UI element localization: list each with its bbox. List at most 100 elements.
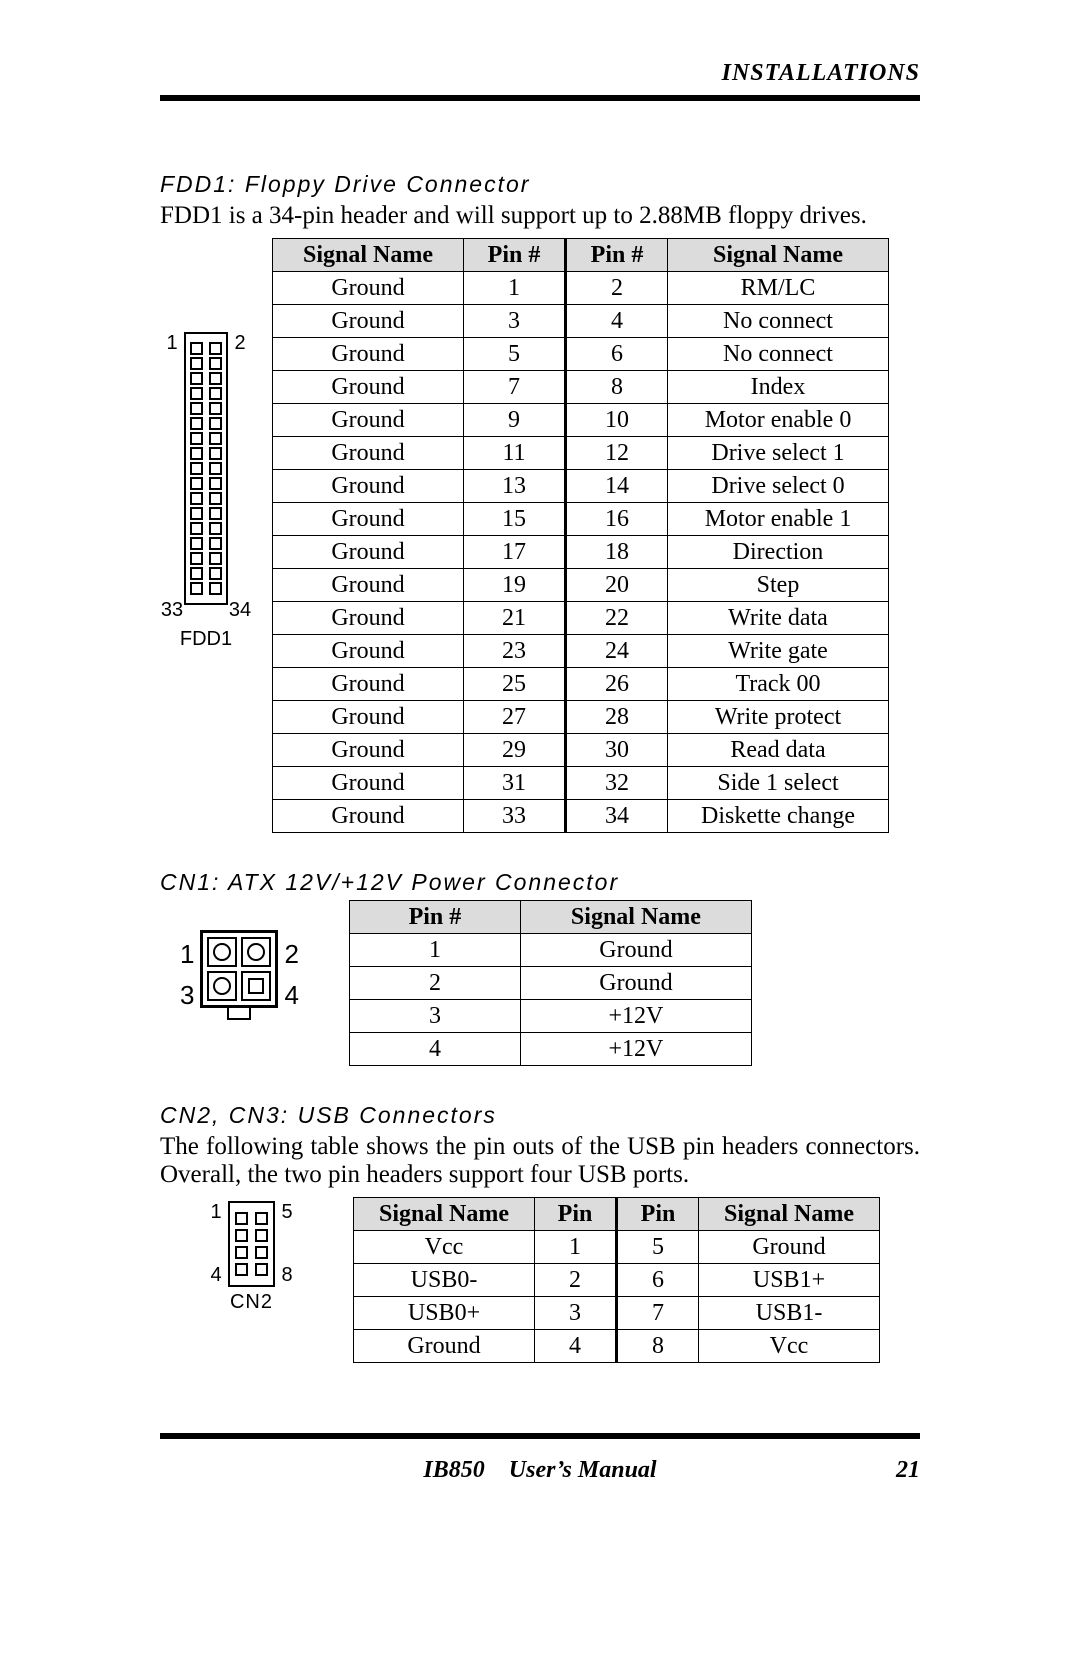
fdd1-diagram-caption: FDD1 (160, 628, 252, 651)
fdd1-pin-34-label: 34 (228, 599, 252, 622)
pin-icon (235, 1263, 248, 1276)
cn1-key-tab (227, 1008, 251, 1020)
section-title-cn2: CN2, CN3: USB Connectors (160, 1102, 920, 1129)
pin-icon (190, 522, 203, 535)
cn1-pin-3 (207, 971, 237, 1001)
cn2-header-outline (228, 1201, 275, 1287)
table-cell: 5 (464, 338, 566, 371)
table-row: Ground3334Diskette change (273, 800, 889, 833)
table-cell: 4 (535, 1330, 617, 1363)
fdd1-pinout-table: Signal NamePin #Pin #Signal NameGround12… (272, 238, 889, 833)
cn1-pin-1 (207, 937, 237, 967)
column-header: Pin (617, 1198, 699, 1231)
table-cell: 3 (349, 1000, 520, 1033)
cn1-pin-2-label: 2 (284, 939, 298, 970)
pin-icon (209, 447, 222, 460)
table-cell: 22 (566, 602, 668, 635)
cn2-block: 1 4 5 8 CN2 Signal NamePinPinSignal Name… (160, 1197, 920, 1363)
pin-icon (209, 552, 222, 565)
table-row: Ground2122Write data (273, 602, 889, 635)
fdd1-description: FDD1 is a 34-pin header and will support… (160, 202, 920, 230)
pin-icon (209, 492, 222, 505)
pin-icon (190, 507, 203, 520)
pin-icon (209, 537, 222, 550)
table-cell: 2 (349, 967, 520, 1000)
pin-icon (190, 372, 203, 385)
pin-icon (209, 417, 222, 430)
manual-title: IB850 User’s Manual (200, 1457, 880, 1484)
table-cell: Ground (273, 371, 464, 404)
table-cell: 2 (535, 1264, 617, 1297)
table-cell: USB0+ (354, 1297, 535, 1330)
table-cell: 5 (617, 1231, 699, 1264)
table-cell: Vcc (699, 1330, 880, 1363)
pin-icon (190, 357, 203, 370)
table-cell: Ground (273, 404, 464, 437)
fdd1-header-outline (184, 332, 228, 605)
table-cell: Direction (668, 536, 889, 569)
pin-icon (190, 462, 203, 475)
table-cell: 33 (464, 800, 566, 833)
cn1-connector-outline (200, 930, 278, 1008)
table-cell: 11 (464, 437, 566, 470)
cn1-pin-3-label: 3 (180, 980, 194, 1011)
cn2-diagram: 1 4 5 8 CN2 (204, 1197, 299, 1314)
pin-icon (209, 387, 222, 400)
pin-icon (255, 1229, 268, 1242)
pin-icon (190, 387, 203, 400)
table-cell: Ground (273, 734, 464, 767)
table-cell: 14 (566, 470, 668, 503)
pin-icon (190, 447, 203, 460)
column-header: Pin (535, 1198, 617, 1231)
table-row: Ground56No connect (273, 338, 889, 371)
column-header: Signal Name (520, 901, 751, 934)
table-cell: Ground (273, 272, 464, 305)
table-row: 2Ground (349, 967, 751, 1000)
column-header: Signal Name (273, 239, 464, 272)
table-cell: 15 (464, 503, 566, 536)
table-cell: 21 (464, 602, 566, 635)
table-row: Ground34No connect (273, 305, 889, 338)
pin-icon (209, 477, 222, 490)
pin-icon (209, 507, 222, 520)
table-cell: 27 (464, 701, 566, 734)
cn1-pin-2 (241, 937, 271, 967)
table-cell: 19 (464, 569, 566, 602)
cn1-pinout-table: Pin #Signal Name1Ground2Ground3+12V4+12V (349, 900, 752, 1066)
table-cell: 29 (464, 734, 566, 767)
fdd1-pin-2-label: 2 (228, 332, 252, 355)
table-row: Ground1314Drive select 0 (273, 470, 889, 503)
table-row: Ground2526Track 00 (273, 668, 889, 701)
column-header: Signal Name (668, 239, 889, 272)
table-cell: USB1- (699, 1297, 880, 1330)
table-cell: Ground (273, 338, 464, 371)
table-cell: Ground (520, 967, 751, 1000)
page-number: 21 (880, 1457, 920, 1484)
table-cell: Ground (273, 569, 464, 602)
table-row: USB0+37USB1- (354, 1297, 880, 1330)
table-cell: Ground (354, 1330, 535, 1363)
fdd1-diagram: 1 33 2 34 FDD1 (160, 238, 252, 651)
table-cell: 3 (535, 1297, 617, 1330)
pin-icon (190, 567, 203, 580)
table-cell: 4 (349, 1033, 520, 1066)
table-cell: Ground (273, 305, 464, 338)
pin-icon (209, 462, 222, 475)
table-cell: Ground (273, 503, 464, 536)
table-cell: 8 (617, 1330, 699, 1363)
pin-icon (190, 582, 203, 595)
pin-icon (190, 432, 203, 445)
table-cell: USB0- (354, 1264, 535, 1297)
table-cell: Ground (273, 701, 464, 734)
table-cell: Drive select 0 (668, 470, 889, 503)
pin-icon (190, 342, 203, 355)
table-cell: Ground (273, 470, 464, 503)
pin-icon (190, 402, 203, 415)
pin-icon (209, 402, 222, 415)
page-footer: IB850 User’s Manual 21 (160, 1457, 920, 1484)
table-cell: Step (668, 569, 889, 602)
table-cell: 30 (566, 734, 668, 767)
table-row: Ground1920Step (273, 569, 889, 602)
table-row: Ground3132Side 1 select (273, 767, 889, 800)
pin-icon (209, 522, 222, 535)
